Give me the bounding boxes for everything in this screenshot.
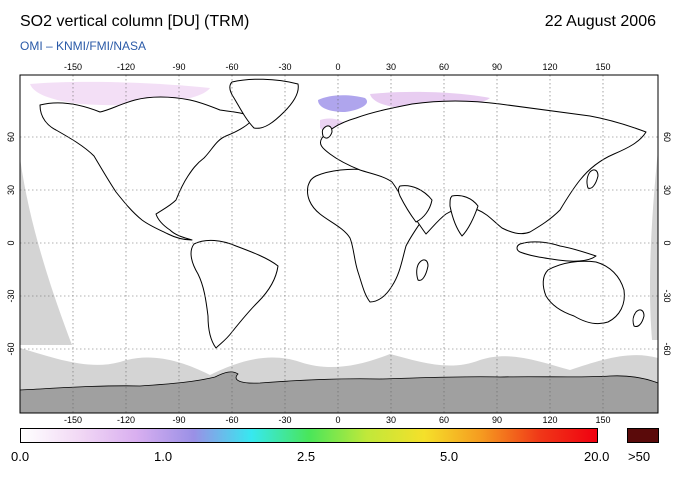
scale-label-min: 0.0 — [11, 449, 30, 464]
lon-tick-top: -150 — [64, 62, 82, 72]
lon-tick-bottom: 60 — [439, 415, 449, 425]
lat-tick-left: 30 — [6, 185, 16, 195]
lon-tick-bottom: -150 — [64, 415, 82, 425]
no-data-swath-right — [650, 150, 658, 340]
madagascar — [416, 259, 429, 281]
scale-label: 2.5 — [297, 449, 316, 464]
lon-tick-top: -90 — [172, 62, 185, 72]
lon-tick-top: 0 — [335, 62, 340, 72]
color-scale-overflow — [627, 428, 659, 443]
lon-tick-bottom: 120 — [542, 415, 557, 425]
lat-tick-left: -60 — [6, 342, 16, 355]
greenland — [229, 78, 299, 129]
color-scale-bar — [20, 428, 598, 443]
lon-tick-top: 90 — [492, 62, 502, 72]
lat-tick-right: -60 — [662, 342, 672, 355]
lon-tick-bottom: 150 — [595, 415, 610, 425]
lon-tick-bottom: -120 — [117, 415, 135, 425]
lat-tick-right: -30 — [662, 289, 672, 302]
antarctica — [20, 371, 658, 413]
lat-tick-right: 0 — [662, 240, 672, 245]
scale-label-overflow: >50 — [628, 449, 651, 464]
lon-tick-bottom: 0 — [335, 415, 340, 425]
lon-tick-bottom: -60 — [225, 415, 238, 425]
australia — [542, 260, 625, 325]
lat-tick-left: 60 — [6, 132, 16, 142]
india — [449, 195, 479, 237]
map-frame — [19, 74, 659, 414]
graticule — [20, 75, 658, 413]
lon-tick-top: -120 — [117, 62, 135, 72]
page-title: SO2 vertical column [DU] (TRM) — [20, 13, 250, 30]
scale-label: 1.0 — [154, 449, 173, 464]
lon-tick-top: -30 — [278, 62, 291, 72]
north-america — [39, 96, 255, 241]
japan — [586, 169, 599, 189]
lon-tick-top: 60 — [439, 62, 449, 72]
lat-tick-right: 60 — [662, 132, 672, 142]
so2-patch-arctic — [318, 95, 368, 112]
lon-tick-bottom: 90 — [492, 415, 502, 425]
lon-tick-bottom: -30 — [278, 415, 291, 425]
british-isles — [321, 125, 333, 139]
lon-tick-top: 30 — [386, 62, 396, 72]
date-label: 22 August 2006 — [544, 13, 656, 30]
lon-tick-top: 120 — [542, 62, 557, 72]
source-credit: OMI – KNMI/FMI/NASA — [20, 39, 147, 53]
lat-tick-left: -30 — [6, 289, 16, 302]
lon-tick-top: -60 — [225, 62, 238, 72]
new-zealand — [632, 309, 645, 327]
no-data-swath-left — [20, 158, 72, 345]
scale-label: 5.0 — [440, 449, 459, 464]
lon-tick-bottom: -90 — [172, 415, 185, 425]
lat-tick-right: 30 — [662, 185, 672, 195]
arabian-peninsula — [398, 185, 433, 223]
scale-label-max: 20.0 — [584, 449, 610, 464]
lon-tick-top: 150 — [595, 62, 610, 72]
lat-tick-left: 0 — [6, 240, 16, 245]
lon-tick-bottom: 30 — [386, 415, 396, 425]
